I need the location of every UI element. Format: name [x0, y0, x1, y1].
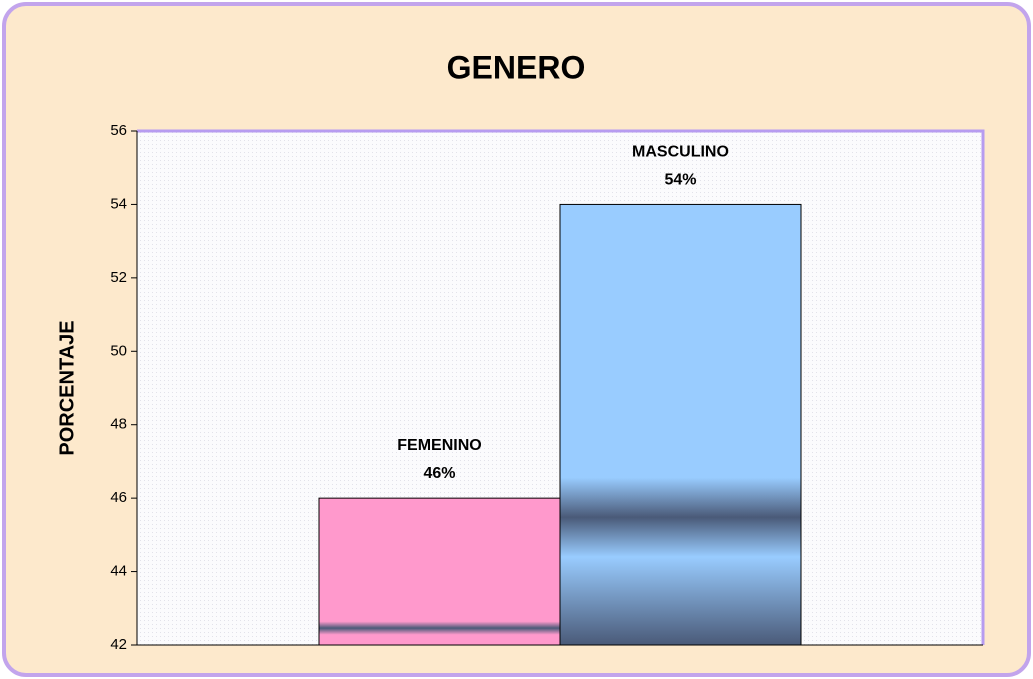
data-label: MASCULINO 54% [632, 144, 729, 189]
y-tick-label: 52 [110, 269, 127, 286]
data-label-category: FEMENINO [397, 437, 481, 454]
data-label-category: MASCULINO [632, 144, 729, 161]
chart-title: GENERO [447, 49, 586, 85]
plot-border [137, 129, 985, 645]
data-label-value: 54% [664, 172, 696, 189]
y-axis-title: PORCENTAJE [56, 320, 78, 455]
y-tick-label: 54 [110, 195, 127, 212]
y-tick-label: 46 [110, 489, 127, 506]
bar [318, 497, 561, 646]
data-label: FEMENINO 46% [397, 437, 481, 482]
bar [559, 203, 802, 646]
y-tick-label: 56 [110, 122, 127, 139]
y-tick-label: 42 [110, 636, 127, 653]
data-label-value: 46% [423, 465, 455, 482]
y-tick-label: 48 [110, 416, 127, 433]
y-tick-label: 44 [110, 563, 127, 580]
y-tick-label: 50 [110, 342, 127, 359]
